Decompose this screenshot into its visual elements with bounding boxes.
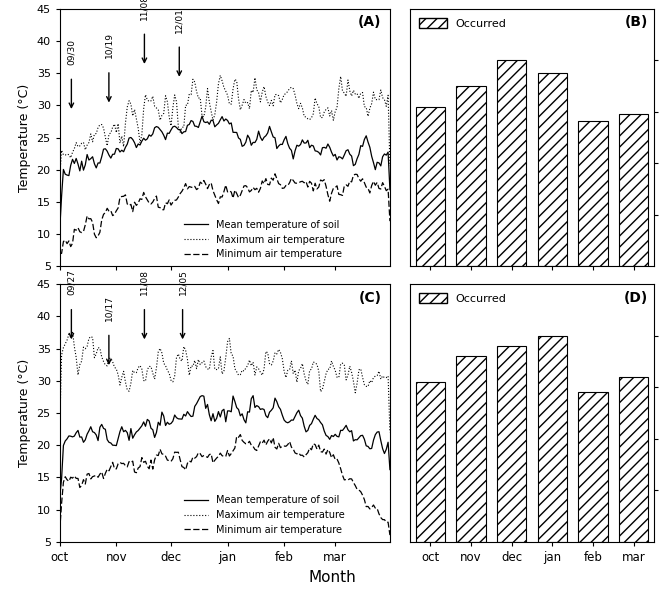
Legend: Mean temperature of soil, Maximum air temperature, Minimum air temperature: Mean temperature of soil, Maximum air te…: [180, 491, 349, 539]
Bar: [619, 377, 648, 542]
Text: 11/08: 11/08: [140, 269, 149, 295]
Text: (C): (C): [359, 291, 382, 305]
Text: 10/17: 10/17: [104, 295, 114, 321]
Bar: [416, 382, 445, 542]
Text: 11/08: 11/08: [140, 0, 149, 20]
Bar: [538, 73, 567, 266]
Legend: Occurred: Occurred: [414, 14, 511, 33]
Text: Month: Month: [308, 570, 356, 585]
Text: 12/01: 12/01: [175, 7, 184, 33]
Bar: [497, 60, 527, 266]
Legend: Occurred: Occurred: [414, 289, 511, 308]
Text: (B): (B): [625, 15, 648, 30]
Text: (A): (A): [358, 15, 382, 30]
Bar: [619, 114, 648, 266]
Bar: [456, 356, 485, 542]
Bar: [456, 86, 485, 266]
Text: 12/05: 12/05: [178, 269, 187, 295]
Bar: [578, 121, 608, 266]
Text: 09/27: 09/27: [67, 269, 76, 295]
Legend: Mean temperature of soil, Maximum air temperature, Minimum air temperature: Mean temperature of soil, Maximum air te…: [180, 216, 349, 263]
Text: (D): (D): [623, 291, 648, 305]
Text: 10/19: 10/19: [104, 33, 114, 59]
Bar: [497, 346, 527, 542]
Bar: [578, 392, 608, 542]
Y-axis label: Temperature (°C): Temperature (°C): [18, 83, 31, 192]
Bar: [416, 107, 445, 266]
Y-axis label: Temperature (°C): Temperature (°C): [18, 359, 31, 467]
Text: 09/30: 09/30: [67, 39, 76, 65]
Bar: [538, 336, 567, 542]
